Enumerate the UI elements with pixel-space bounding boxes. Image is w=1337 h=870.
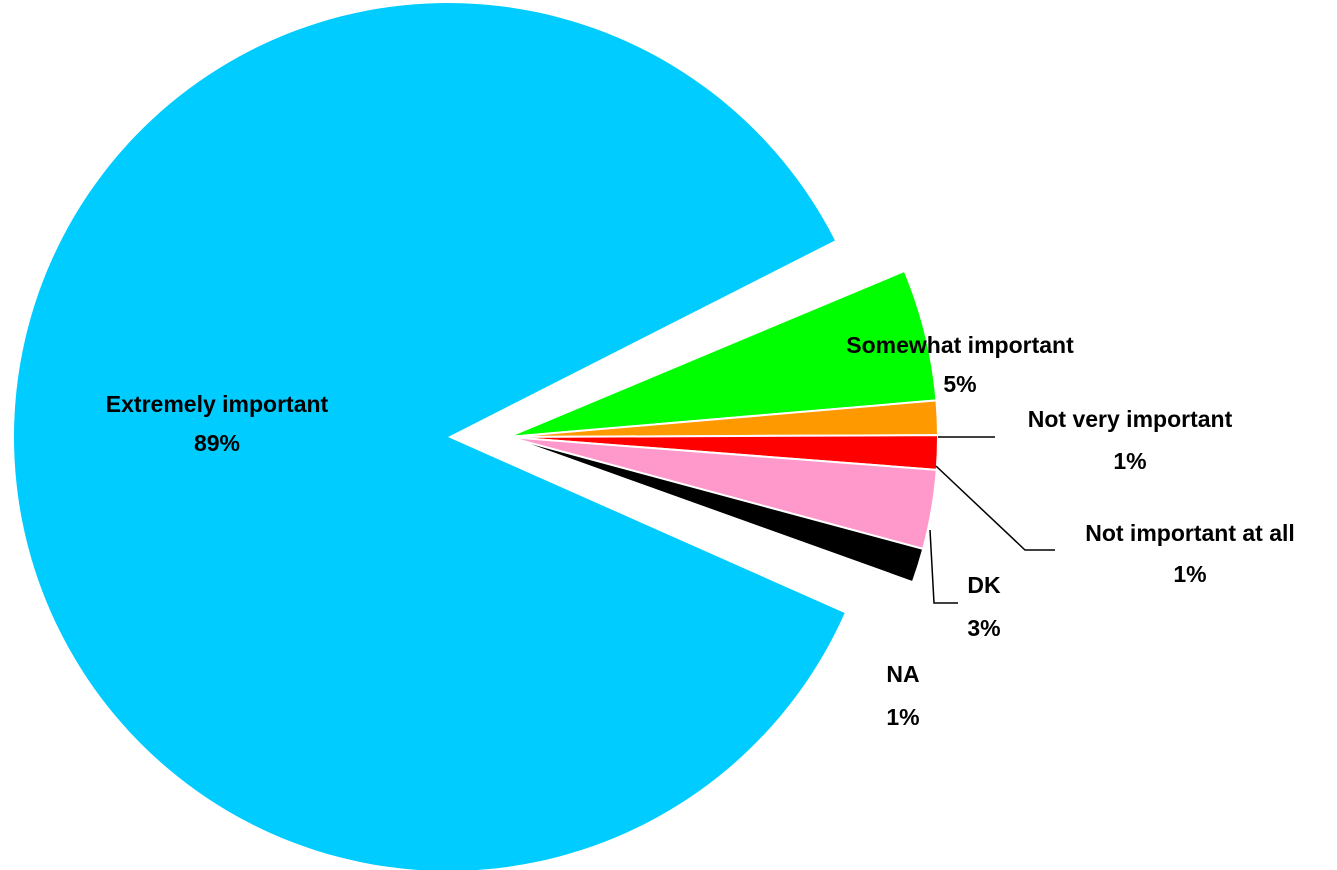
value-na: 1% bbox=[886, 704, 919, 730]
leader-not-important-at-all bbox=[935, 465, 1055, 551]
value-not-very-important: 1% bbox=[1113, 448, 1146, 474]
label-not-very-important: Not very important bbox=[1028, 406, 1233, 432]
slice-na bbox=[507, 436, 925, 584]
label-dk: DK bbox=[967, 572, 1001, 598]
value-extremely-important: 89% bbox=[194, 430, 240, 456]
label-somewhat-important: Somewhat important bbox=[846, 332, 1074, 358]
leader-lines bbox=[929, 436, 1055, 604]
label-not-important-at-all: Not important at all bbox=[1085, 520, 1295, 546]
value-not-important-at-all: 1% bbox=[1173, 561, 1206, 587]
value-somewhat-important: 5% bbox=[943, 371, 976, 397]
leader-dk bbox=[929, 529, 958, 604]
label-na: NA bbox=[886, 661, 919, 687]
value-dk: 3% bbox=[967, 615, 1000, 641]
label-extremely-important: Extremely important bbox=[106, 391, 329, 417]
slice-extremely-important bbox=[14, 3, 845, 870]
pie-slices bbox=[14, 3, 940, 870]
